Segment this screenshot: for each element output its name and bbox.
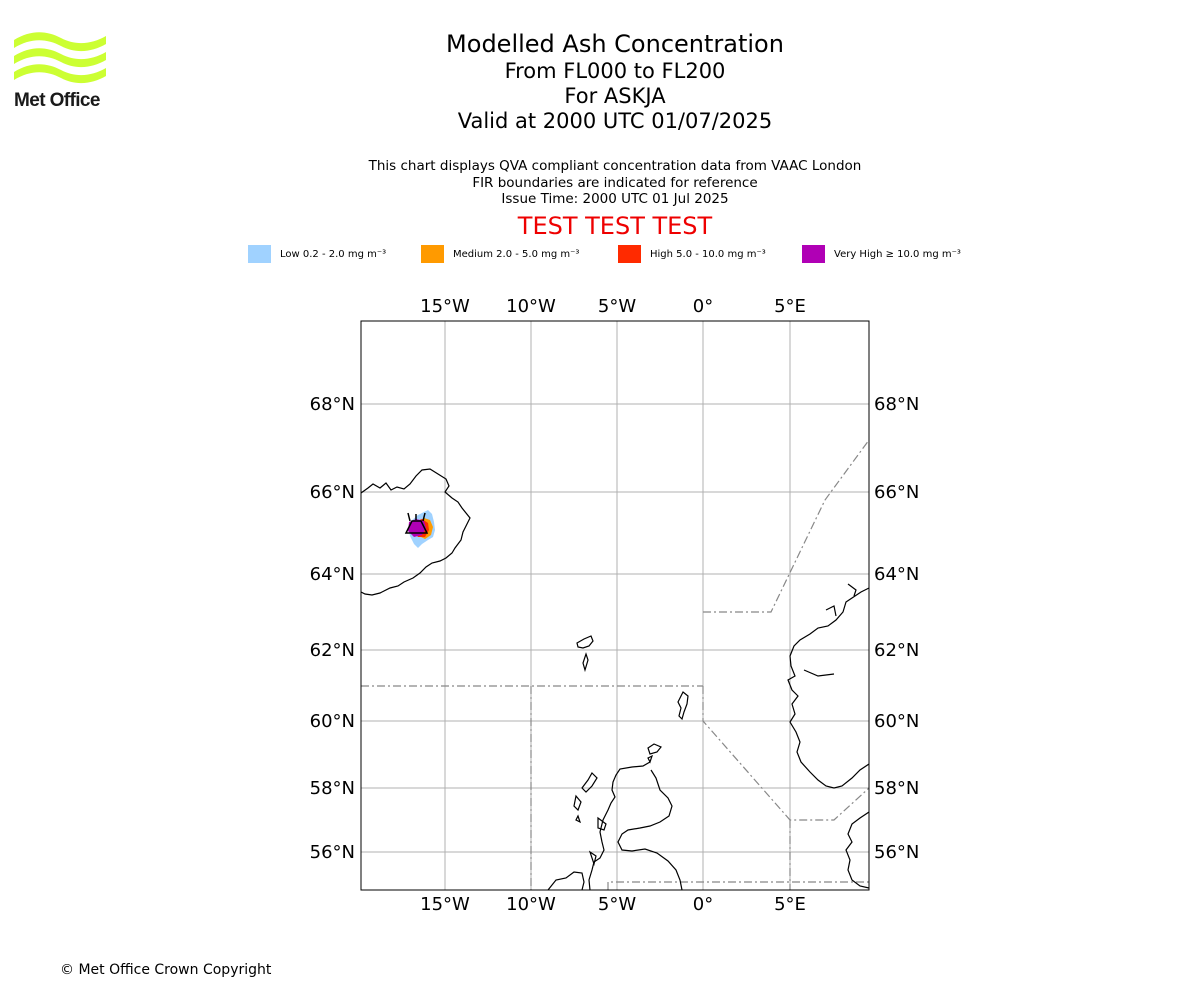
lon-tick-5e-top: 5°E [774, 296, 806, 317]
lat-ticks-right: 68°N 66°N 64°N 62°N 60°N 58°N 56°N [874, 394, 919, 863]
lat-tick-64n-right: 64°N [874, 564, 919, 585]
lat-tick-56n-left: 56°N [310, 842, 355, 863]
lon-tick-15w-top: 15°W [420, 296, 470, 317]
chart-title: Modelled Ash Concentration [446, 30, 784, 58]
legend-swatch-medium [421, 245, 444, 263]
lon-tick-15w-bottom: 15°W [420, 894, 470, 915]
lat-ticks-left: 68°N 66°N 64°N 62°N 60°N 58°N 56°N [310, 394, 355, 863]
lat-tick-66n-left: 66°N [310, 482, 355, 503]
volcano-icon [404, 512, 429, 534]
lon-ticks-top: 15°W 10°W 5°W 0° 5°E [420, 296, 806, 317]
met-office-logo: Met Office [14, 30, 109, 112]
lat-tick-58n-left: 58°N [310, 778, 355, 799]
lat-tick-60n-right: 60°N [874, 711, 919, 732]
valid-time: Valid at 2000 UTC 01/07/2025 [457, 109, 773, 133]
lat-tick-64n-left: 64°N [310, 564, 355, 585]
legend-item-low: Low 0.2 - 2.0 mg m⁻³ [248, 244, 386, 264]
lon-tick-0-top: 0° [693, 296, 713, 317]
lat-tick-62n-left: 62°N [310, 640, 355, 661]
coastlines [361, 468, 869, 890]
lon-tick-5e-bottom: 5°E [774, 894, 806, 915]
lat-tick-62n-right: 62°N [874, 640, 919, 661]
legend-swatch-very-high [802, 245, 825, 263]
legend-item-very-high: Very High ≥ 10.0 mg m⁻³ [802, 244, 961, 264]
lon-tick-0-bottom: 0° [693, 894, 713, 915]
legend-label-high: High 5.0 - 10.0 mg m⁻³ [650, 248, 766, 260]
lon-tick-10w-bottom: 10°W [506, 894, 556, 915]
map-frame [360, 320, 870, 891]
copyright-notice: © Met Office Crown Copyright [60, 962, 272, 978]
logo-waves-icon [14, 32, 106, 84]
lon-tick-5w-bottom: 5°W [598, 894, 636, 915]
legend-label-very-high: Very High ≥ 10.0 mg m⁻³ [834, 248, 961, 260]
chart-description: This chart displays QVA compliant concen… [315, 158, 915, 208]
description-line-1: This chart displays QVA compliant concen… [368, 158, 862, 174]
legend-label-medium: Medium 2.0 - 5.0 mg m⁻³ [453, 248, 580, 260]
logo-text: Met Office [14, 90, 100, 111]
volcano-name: For ASKJA [564, 84, 666, 108]
chart-title-block: Modelled Ash Concentration From FL000 to… [315, 30, 915, 134]
lat-tick-58n-right: 58°N [874, 778, 919, 799]
lon-ticks-bottom: 15°W 10°W 5°W 0° 5°E [420, 894, 806, 915]
graticule [361, 321, 869, 890]
fir-boundaries [361, 439, 869, 890]
legend-label-low: Low 0.2 - 2.0 mg m⁻³ [280, 248, 387, 260]
flight-level-range: From FL000 to FL200 [504, 59, 726, 83]
legend-swatch-low [248, 245, 271, 263]
issue-time: Issue Time: 2000 UTC 01 Jul 2025 [501, 191, 729, 207]
ash-cloud [408, 510, 435, 548]
test-banner: TEST TEST TEST [517, 212, 713, 240]
legend-swatch-high [618, 245, 641, 263]
lat-tick-66n-right: 66°N [874, 482, 919, 503]
lat-tick-60n-left: 60°N [310, 711, 355, 732]
description-line-2: FIR boundaries are indicated for referen… [472, 174, 758, 191]
legend-item-medium: Medium 2.0 - 5.0 mg m⁻³ [421, 244, 579, 264]
lon-tick-10w-top: 10°W [506, 296, 556, 317]
lon-tick-5w-top: 5°W [598, 296, 636, 317]
lat-tick-68n-left: 68°N [310, 394, 355, 415]
lat-tick-56n-right: 56°N [874, 842, 919, 863]
concentration-legend: Low 0.2 - 2.0 mg m⁻³ Medium 2.0 - 5.0 mg… [248, 244, 1008, 264]
legend-item-high: High 5.0 - 10.0 mg m⁻³ [618, 244, 766, 264]
lat-tick-68n-right: 68°N [874, 394, 919, 415]
